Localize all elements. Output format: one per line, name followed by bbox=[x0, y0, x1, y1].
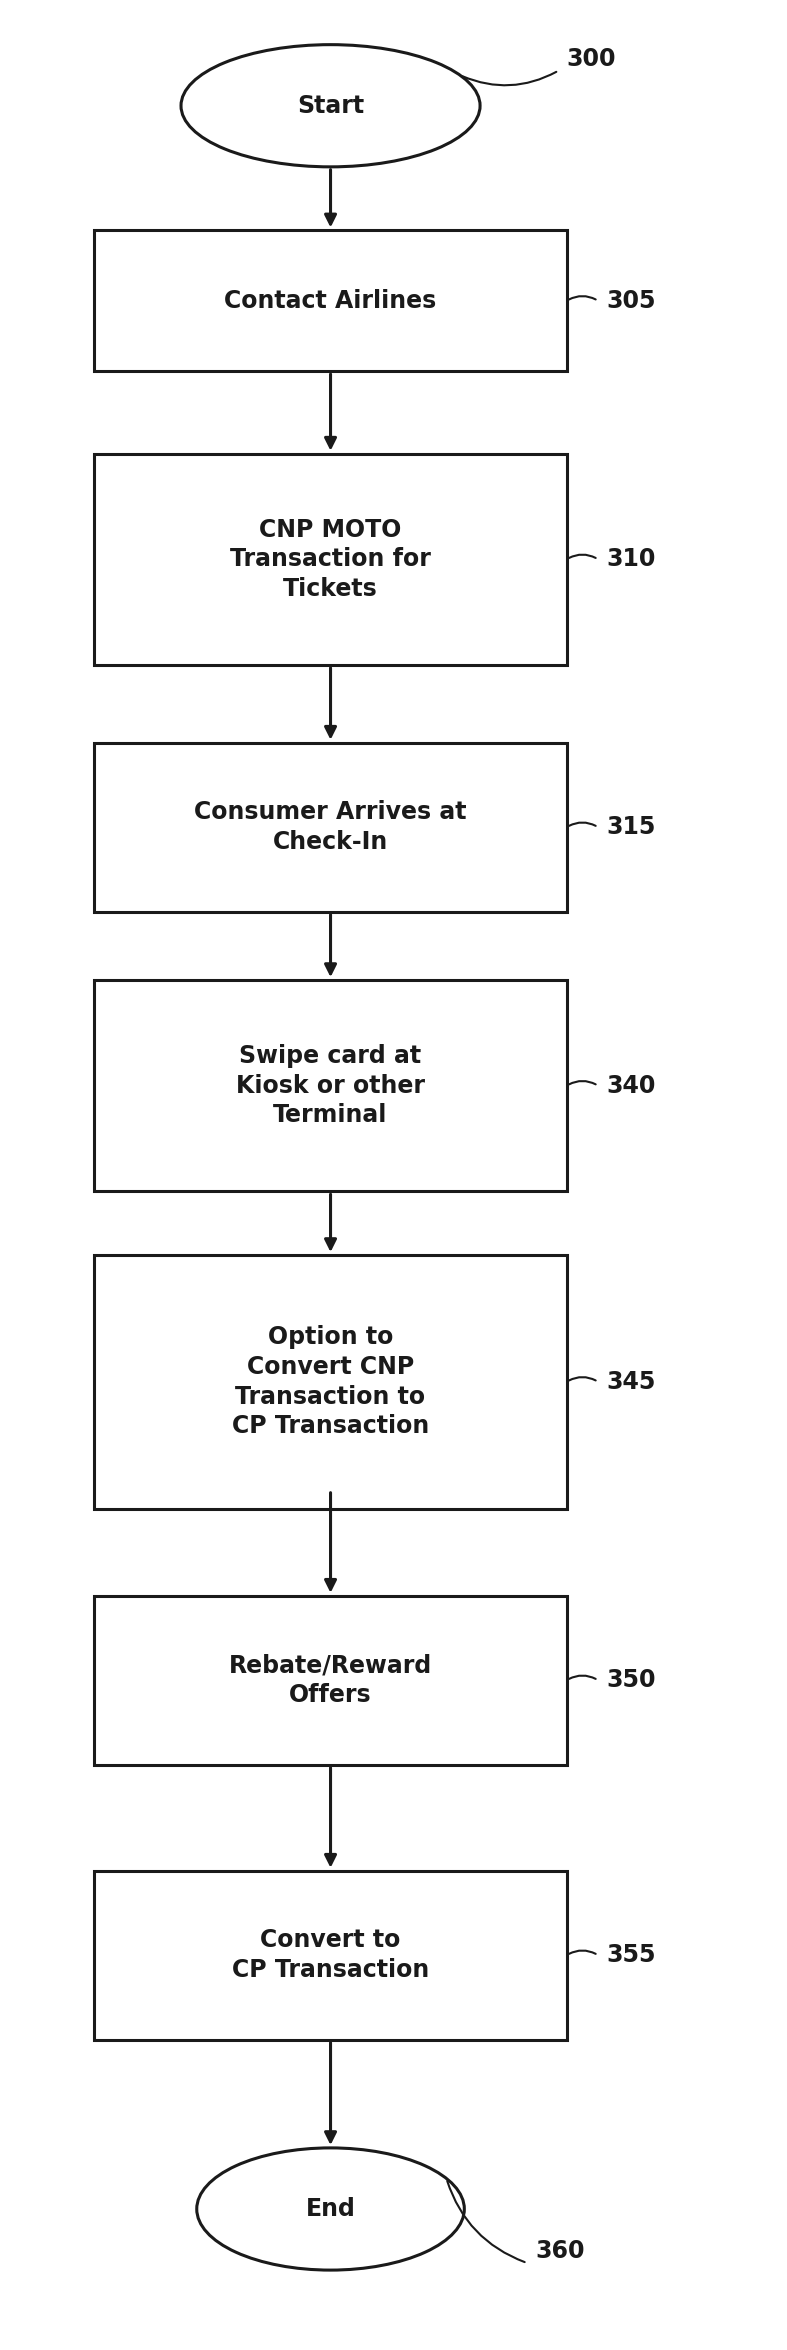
Text: 310: 310 bbox=[606, 548, 656, 571]
Text: End: End bbox=[305, 2197, 356, 2221]
Text: 360: 360 bbox=[535, 2240, 585, 2263]
Text: Swipe card at
Kiosk or other
Terminal: Swipe card at Kiosk or other Terminal bbox=[236, 1043, 425, 1128]
Bar bbox=[94, 1255, 567, 1509]
Text: 300: 300 bbox=[567, 47, 616, 70]
Text: Contact Airlines: Contact Airlines bbox=[224, 289, 437, 313]
Text: 345: 345 bbox=[606, 1370, 656, 1394]
Text: CNP MOTO
Transaction for
Tickets: CNP MOTO Transaction for Tickets bbox=[230, 517, 431, 602]
Text: Rebate/Reward
Offers: Rebate/Reward Offers bbox=[229, 1654, 432, 1706]
Text: 340: 340 bbox=[606, 1074, 656, 1097]
Bar bbox=[94, 1871, 567, 2040]
Text: 350: 350 bbox=[606, 1668, 656, 1692]
Bar bbox=[94, 743, 567, 912]
Text: Consumer Arrives at
Check-In: Consumer Arrives at Check-In bbox=[194, 801, 467, 853]
Text: Option to
Convert CNP
Transaction to
CP Transaction: Option to Convert CNP Transaction to CP … bbox=[232, 1325, 429, 1438]
Bar bbox=[94, 454, 567, 665]
Bar bbox=[94, 980, 567, 1191]
Text: 315: 315 bbox=[606, 815, 656, 839]
Text: 355: 355 bbox=[606, 1943, 656, 1967]
Ellipse shape bbox=[181, 45, 480, 167]
Bar bbox=[94, 230, 567, 371]
Text: 305: 305 bbox=[606, 289, 656, 313]
Bar bbox=[94, 1596, 567, 1765]
Text: Convert to
CP Transaction: Convert to CP Transaction bbox=[232, 1929, 429, 1981]
Text: Start: Start bbox=[297, 94, 364, 118]
Ellipse shape bbox=[197, 2148, 464, 2270]
